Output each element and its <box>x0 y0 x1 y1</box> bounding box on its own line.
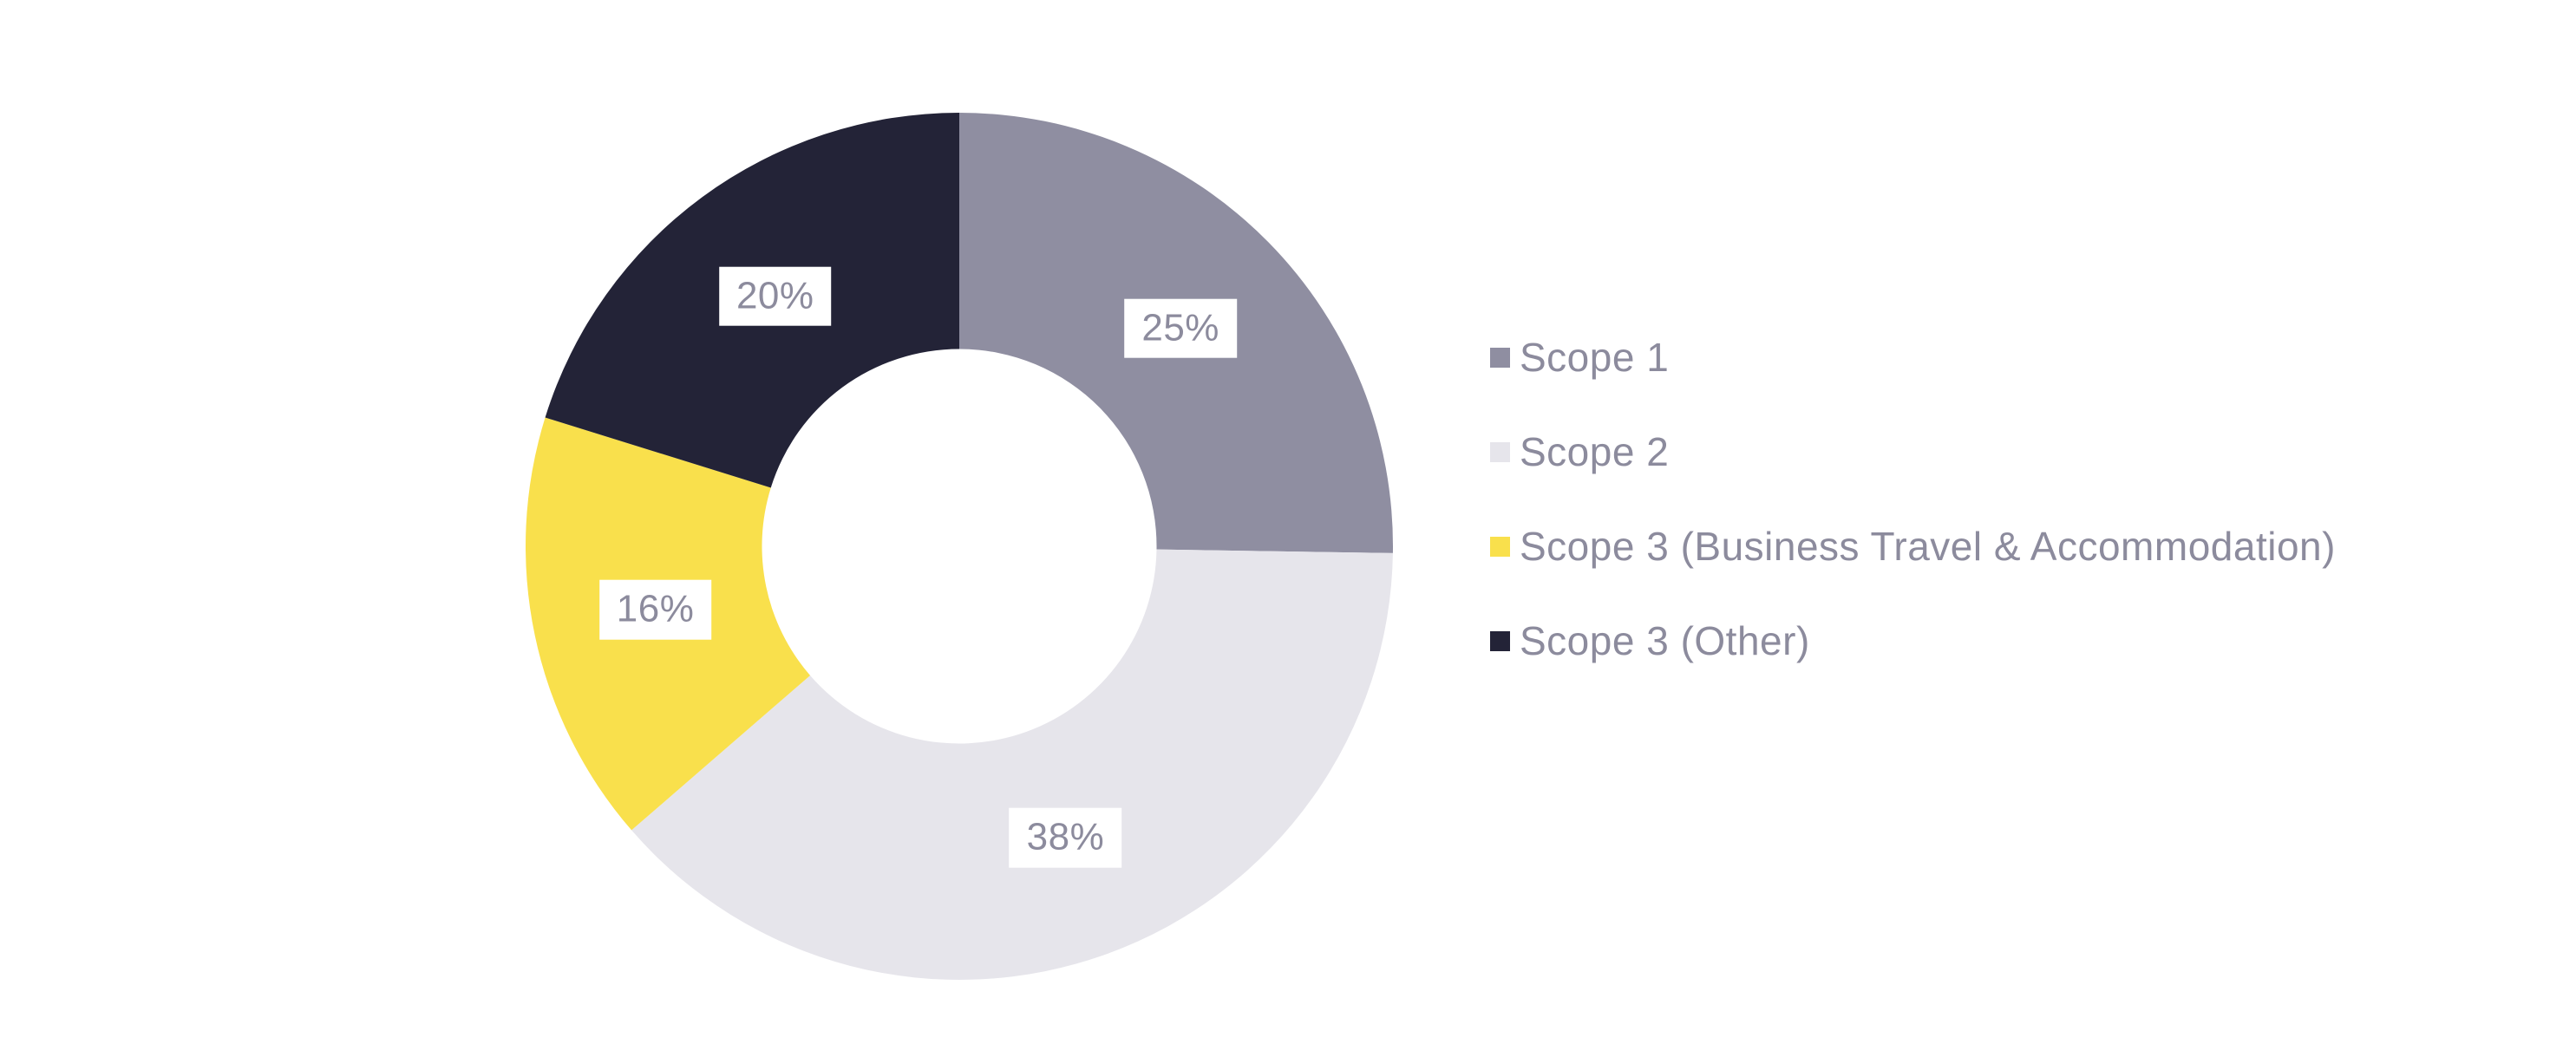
legend-label: Scope 1 <box>1520 335 1670 380</box>
legend-item-4: Scope 3 (Other) <box>1490 610 2336 671</box>
donut-segment-2 <box>631 549 1393 981</box>
legend-swatch-icon <box>1490 536 1510 557</box>
segment-value-label-2: 38% <box>1009 808 1122 868</box>
legend-swatch-icon <box>1490 441 1510 462</box>
legend-swatch-icon <box>1490 630 1510 651</box>
legend-item-1: Scope 1 <box>1490 327 2336 388</box>
segment-value-label-4: 20% <box>718 266 832 326</box>
legend-item-3: Scope 3 (Business Travel & Accommodation… <box>1490 516 2336 577</box>
legend-swatch-icon <box>1490 347 1510 368</box>
legend-item-2: Scope 2 <box>1490 421 2336 482</box>
legend-label: Scope 3 (Other) <box>1520 618 1810 663</box>
chart-legend: Scope 1 Scope 2 Scope 3 (Business Travel… <box>1490 327 2336 671</box>
segment-value-label-3: 16% <box>598 580 712 640</box>
legend-label: Scope 2 <box>1520 429 1670 474</box>
segment-value-label-1: 25% <box>1124 298 1237 359</box>
legend-label: Scope 3 (Business Travel & Accommodation… <box>1520 524 2336 569</box>
